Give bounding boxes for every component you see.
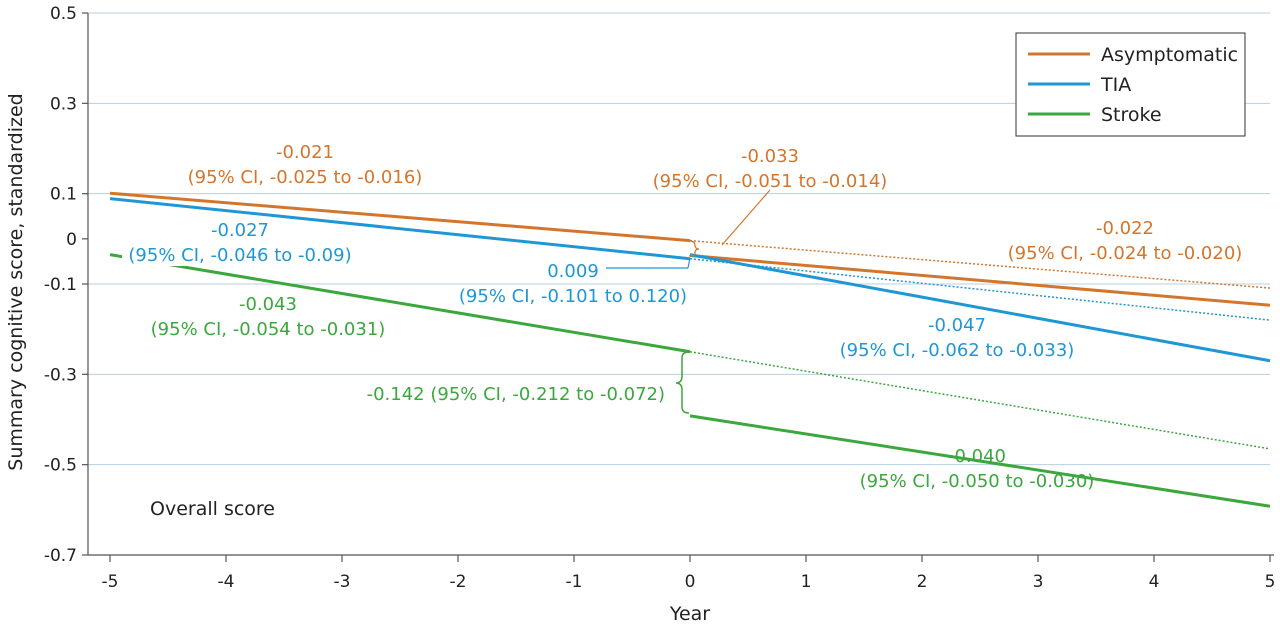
stroke-post-event-line bbox=[689, 414, 1271, 508]
x-axis-title: Year bbox=[669, 603, 710, 625]
legend-label-tia: TIA bbox=[1100, 74, 1131, 96]
legend-label-stroke: Stroke bbox=[1101, 104, 1162, 126]
x-tick-label: -1 bbox=[566, 572, 583, 592]
annotation-label: (95% CI, -0.054 to -0.031) bbox=[151, 319, 386, 340]
annotation-label: (95% CI, -0.051 to -0.014) bbox=[653, 171, 888, 192]
legend-label-asymptomatic: Asymptomatic bbox=[1101, 44, 1238, 66]
annotation-label: (95% CI, -0.062 to -0.033) bbox=[840, 340, 1075, 361]
tia-pre-event-line bbox=[109, 197, 691, 261]
annotation-label: (95% CI, -0.046 to -0.09) bbox=[128, 245, 351, 266]
panel-label: Overall score bbox=[150, 498, 275, 520]
stroke-pre-event-line bbox=[109, 253, 691, 354]
annotation-label: -0.033 bbox=[741, 146, 799, 167]
asymptomatic-bracket bbox=[688, 240, 700, 257]
asymptomatic-counterfactual-line bbox=[689, 239, 1271, 289]
y-tick-label: -0.3 bbox=[44, 365, 77, 385]
x-tick-label: 1 bbox=[801, 572, 812, 592]
x-tick-label: 0 bbox=[685, 572, 696, 592]
annotation-label: (95% CI, -0.025 to -0.016) bbox=[188, 167, 423, 188]
annotation-label: -0.142 (95% CI, -0.212 to -0.072) bbox=[367, 384, 665, 405]
x-tick-label: 4 bbox=[1149, 572, 1160, 592]
annotation-label: (95% CI, -0.050 to -0.030) bbox=[860, 471, 1095, 492]
y-tick-label: 0.1 bbox=[50, 185, 77, 205]
y-tick-label: 0.3 bbox=[50, 94, 77, 114]
y-tick-label: -0.1 bbox=[44, 275, 77, 295]
x-tick-label: -2 bbox=[450, 572, 467, 592]
x-tick-label: -4 bbox=[218, 572, 235, 592]
tia-post-event-line bbox=[689, 253, 1271, 363]
x-tick-label: 2 bbox=[917, 572, 928, 592]
y-tick-label: -0.7 bbox=[44, 546, 77, 566]
annotation-label: -0.047 bbox=[928, 315, 986, 336]
y-tick-label: 0.5 bbox=[50, 4, 77, 24]
annotation-background bbox=[122, 240, 358, 266]
tia-counterfactual-line bbox=[689, 257, 1271, 321]
x-tick-label: 3 bbox=[1033, 572, 1044, 592]
asymptomatic-pre-event-line bbox=[109, 191, 691, 243]
x-tick-label: -5 bbox=[102, 572, 119, 592]
annotation-label: -0.022 bbox=[1096, 218, 1154, 239]
annotation-label: -0.040 bbox=[948, 446, 1006, 467]
stroke-bracket bbox=[675, 351, 690, 414]
asymptomatic-leader-line bbox=[721, 189, 771, 246]
tia-leader-line bbox=[687, 257, 691, 269]
annotation-label: -0.027 bbox=[211, 220, 269, 241]
asymptomatic-post-event-line bbox=[689, 254, 1271, 307]
x-tick-label: -3 bbox=[334, 572, 351, 592]
annotation-label: -0.021 bbox=[276, 142, 334, 163]
annotation-label: (95% CI, -0.101 to 0.120) bbox=[459, 286, 687, 307]
y-tick-label: -0.5 bbox=[44, 456, 77, 476]
x-tick-label: 5 bbox=[1265, 572, 1276, 592]
y-axis-title: Summary cognitive score, standardized bbox=[5, 93, 27, 470]
y-tick-label: 0 bbox=[66, 230, 77, 250]
stroke-counterfactual-line bbox=[689, 351, 1271, 450]
annotation-label: -0.043 bbox=[239, 294, 297, 315]
annotation-label: (95% CI, -0.024 to -0.020) bbox=[1008, 243, 1243, 264]
annotation-label: 0.009 bbox=[547, 261, 599, 282]
